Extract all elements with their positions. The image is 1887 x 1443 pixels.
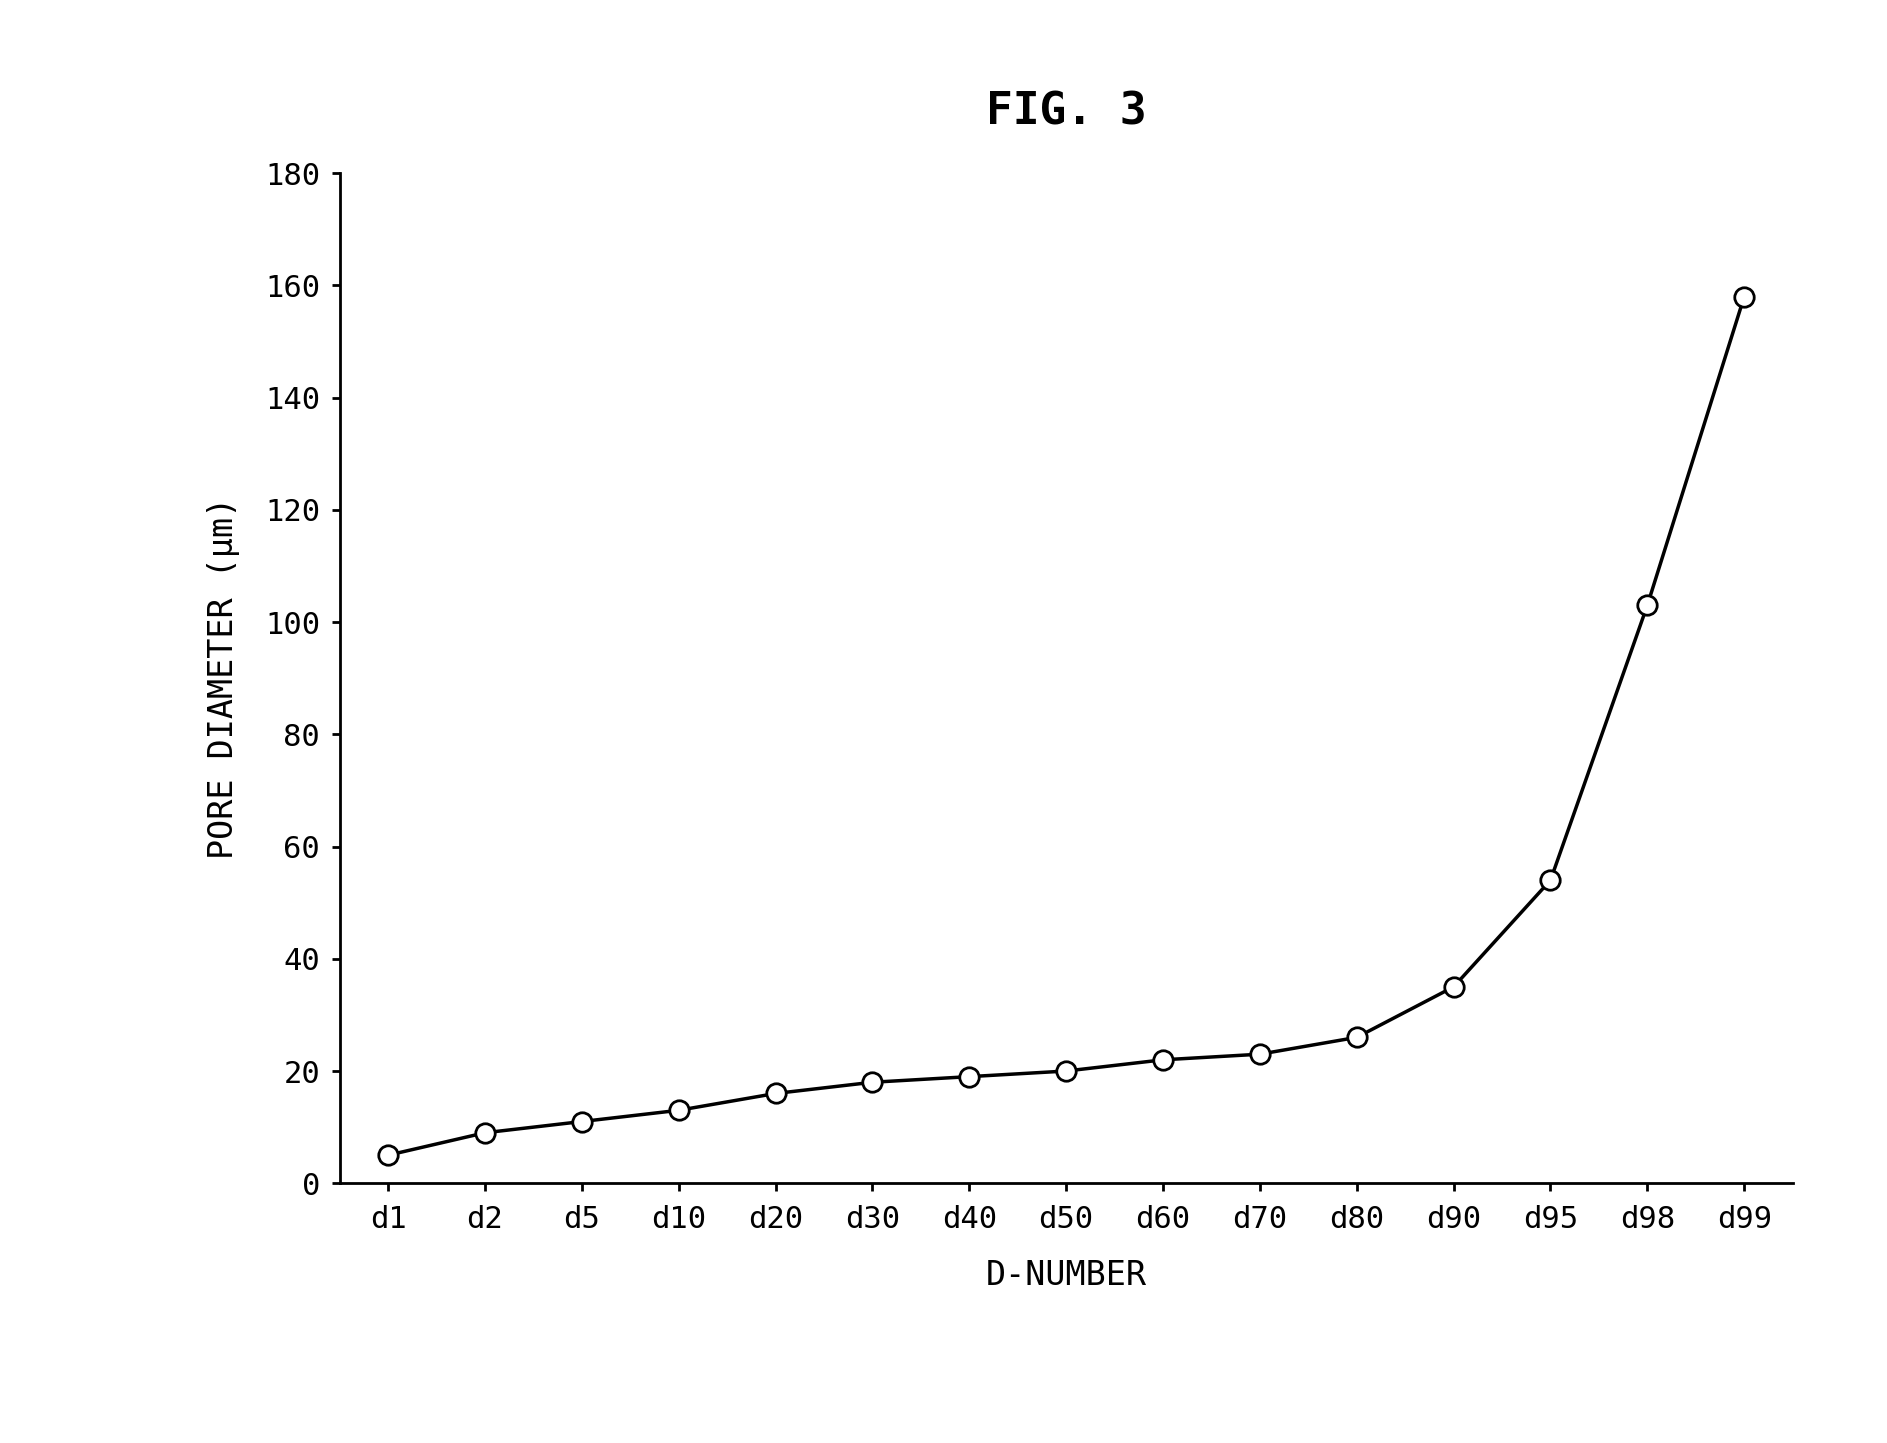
Title: FIG. 3: FIG. 3 <box>985 91 1147 134</box>
X-axis label: D-NUMBER: D-NUMBER <box>985 1260 1147 1293</box>
Y-axis label: PORE DIAMETER (μm): PORE DIAMETER (μm) <box>208 496 240 860</box>
